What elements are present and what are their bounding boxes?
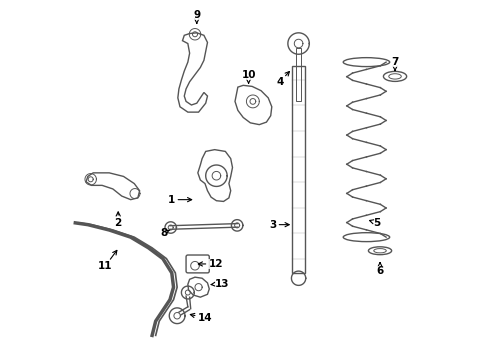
Bar (292, 66, 305, 273)
Text: 5: 5 (369, 218, 381, 228)
Text: 1: 1 (168, 195, 192, 204)
Bar (296, 48, 301, 102)
Text: 2: 2 (115, 212, 122, 228)
Text: 3: 3 (269, 220, 289, 230)
Text: 8: 8 (160, 228, 170, 238)
Text: 4: 4 (276, 72, 290, 87)
Text: 9: 9 (193, 10, 200, 23)
Text: 13: 13 (211, 279, 229, 289)
Text: 14: 14 (190, 313, 212, 323)
Text: 12: 12 (198, 259, 223, 269)
Text: 10: 10 (241, 69, 256, 83)
Text: 7: 7 (392, 57, 399, 70)
Text: 11: 11 (98, 251, 117, 271)
Text: 6: 6 (376, 262, 384, 276)
